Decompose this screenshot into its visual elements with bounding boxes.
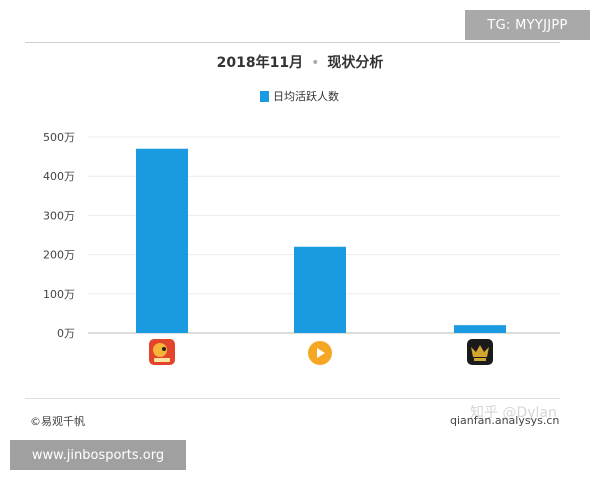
title-separator: • — [311, 55, 320, 71]
zhihu-watermark: 知乎 @Dylan — [470, 405, 557, 421]
bar — [294, 246, 346, 333]
mascot-eye-icon — [162, 347, 166, 351]
title-subtitle: 现状分析 — [327, 55, 384, 71]
chart-legend: 日均活跃人数 — [260, 88, 339, 104]
y-tick-label: 0万 — [57, 327, 75, 340]
chart-title: 2018年11月 • 现状分析 — [0, 52, 600, 72]
title-date: 2018年11月 — [216, 55, 304, 71]
mascot-face-icon — [153, 343, 167, 357]
y-tick-label: 100万 — [43, 288, 75, 301]
y-tick-label: 500万 — [43, 131, 75, 144]
bottom-divider — [25, 398, 560, 399]
legend-label: 日均活跃人数 — [273, 90, 339, 103]
play-triangle-icon — [317, 348, 325, 358]
site-watermark-badge: www.jinbosports.org — [10, 440, 186, 470]
y-tick-label: 200万 — [43, 249, 75, 262]
tg-watermark-badge: TG: MYYJJPP — [465, 10, 590, 40]
y-tick-label: 400万 — [43, 170, 75, 183]
legend-swatch — [260, 90, 269, 102]
bar — [136, 148, 188, 333]
source-credit: ©易观千帆 — [30, 415, 85, 428]
crown-icon — [471, 345, 489, 357]
source-url: qianfan.analysys.cn — [450, 414, 560, 427]
y-tick-label: 300万 — [43, 209, 75, 222]
top-divider — [25, 42, 560, 43]
mascot-banner-icon — [154, 358, 170, 362]
bar — [454, 325, 506, 333]
crown-base-icon — [474, 358, 486, 361]
